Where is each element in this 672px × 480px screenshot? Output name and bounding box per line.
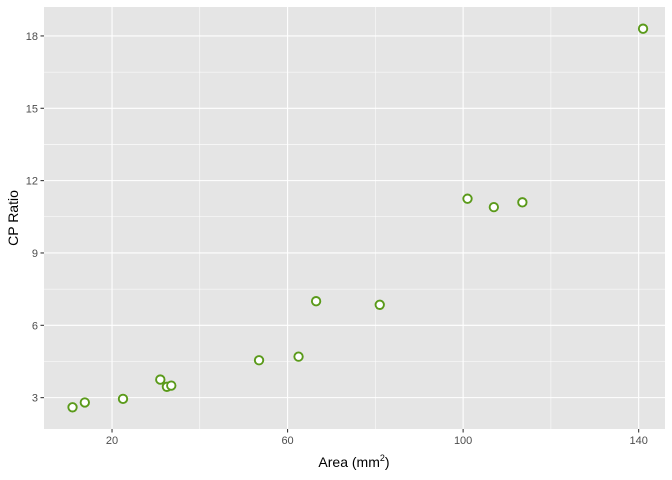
data-point [310, 296, 322, 307]
x-axis-title: Area (mm2) [318, 453, 389, 470]
data-point [293, 351, 304, 362]
y-tick-label: 9 [32, 248, 38, 260]
y-tick-label: 3 [32, 393, 38, 405]
x-axis-ticks: 20 60 100 140 [106, 429, 648, 447]
data-point [637, 23, 649, 34]
y-axis-ticks: 3 6 9 12 15 18 [26, 31, 44, 405]
y-tick-label: 6 [32, 320, 38, 332]
data-point [374, 299, 385, 310]
data-point [488, 201, 499, 213]
x-tick-label: 60 [281, 435, 293, 447]
x-tick-label: 20 [106, 435, 118, 447]
data-point [117, 393, 129, 405]
data-point [79, 397, 90, 408]
data-point [517, 197, 528, 208]
x-axis-title-suffix: ) [385, 454, 390, 470]
data-points [67, 23, 649, 413]
data-point [67, 402, 78, 413]
x-tick-label: 100 [454, 435, 472, 447]
y-tick-label: 18 [26, 31, 38, 43]
x-axis-title-main: Area (mm [318, 454, 379, 470]
minor-gridlines [44, 7, 665, 429]
x-tick-label: 140 [629, 435, 647, 447]
data-point [155, 374, 166, 385]
data-point [166, 380, 177, 391]
x-axis-title-superscript: 2 [380, 453, 385, 463]
major-gridlines [44, 7, 665, 429]
plot-panel [44, 7, 665, 429]
data-point [462, 193, 473, 204]
y-tick-label: 15 [26, 103, 38, 115]
y-tick-label: 12 [26, 176, 38, 188]
y-axis-title: CP Ratio [5, 190, 21, 246]
data-point [253, 355, 265, 366]
